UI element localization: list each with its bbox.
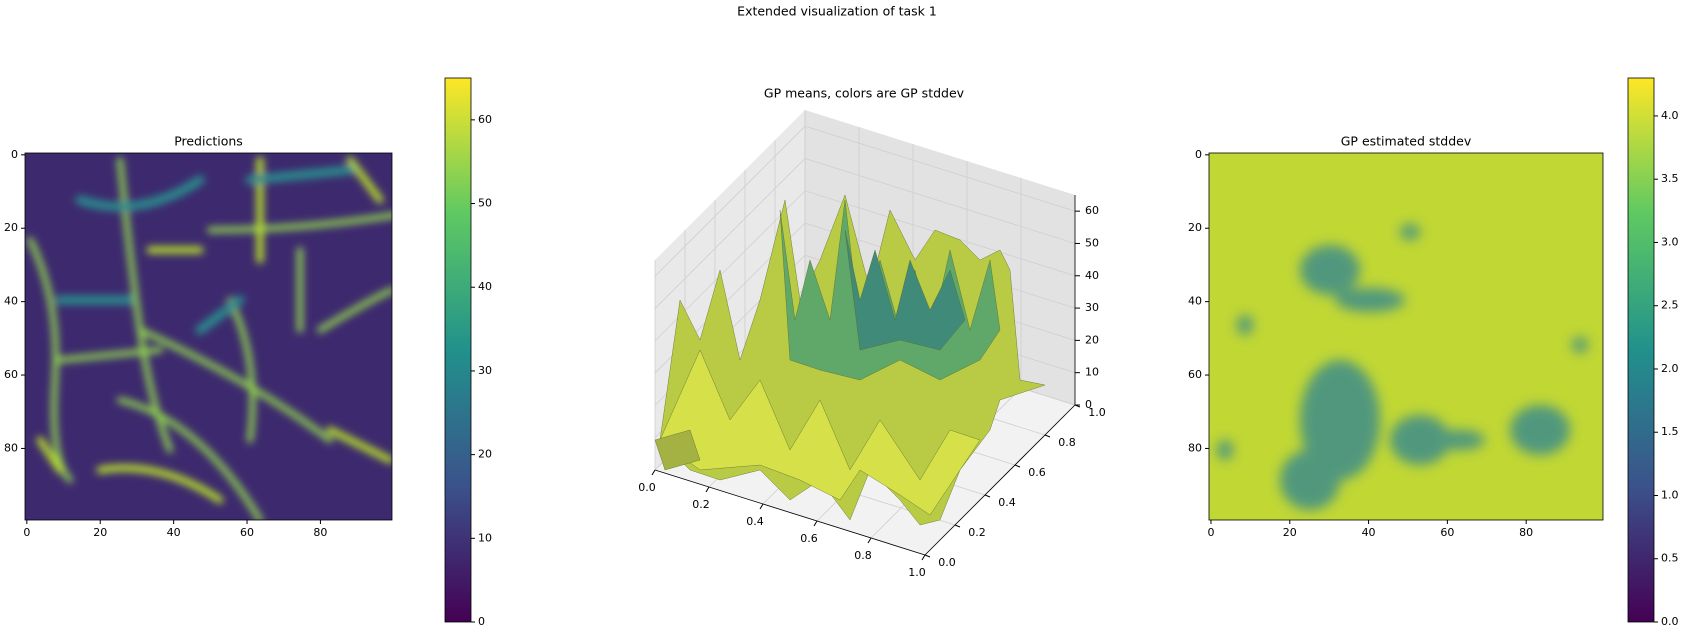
y-tick-label: 20 <box>1188 221 1202 234</box>
y-tick-label: 20 <box>4 221 18 234</box>
z-tick-label: 60 <box>1085 204 1099 217</box>
axis-line <box>924 404 1076 556</box>
x-tick <box>705 486 710 493</box>
colorbar-tick-label: 60 <box>478 113 492 126</box>
axes-title: GP means, colors are GP stddev <box>764 86 965 101</box>
axes-frame <box>1208 152 1604 521</box>
x-tick-label: 60 <box>1440 526 1454 539</box>
x-tick-label: 0.6 <box>800 532 818 545</box>
y-tick-label: 40 <box>1188 295 1202 308</box>
y-tick-label: 80 <box>4 441 18 454</box>
axis-line <box>654 469 926 556</box>
y-tick-label: 1.0 <box>1088 406 1106 419</box>
colorbar-tick-label: 3.0 <box>1661 235 1679 248</box>
y-tick <box>924 554 931 558</box>
y-tick-label: 0.6 <box>1028 466 1046 479</box>
y-tick-label: 0.8 <box>1058 436 1076 449</box>
y-tick-label: 0 <box>11 148 18 161</box>
z-tick-label: 0 <box>1085 398 1092 411</box>
y-tick <box>1044 434 1051 438</box>
heatmap-image <box>1209 153 1603 520</box>
x-tick-label: 0.4 <box>746 515 764 528</box>
colorbar-tick-label: 1.5 <box>1661 425 1679 438</box>
z-tick-label: 30 <box>1085 301 1099 314</box>
grid-line <box>654 158 1076 309</box>
colorbar-tick-label: 0.0 <box>1661 615 1679 628</box>
x-tick-label: 0.0 <box>638 481 656 494</box>
y-tick-label: 60 <box>4 368 18 381</box>
colorbar-tick-label: 20 <box>478 448 492 461</box>
x-tick <box>651 469 656 476</box>
colorbar-tick-label: 1.0 <box>1661 488 1679 501</box>
colorbar-tick-label: 4.0 <box>1661 109 1679 122</box>
colorbar-tick-label: 40 <box>478 280 492 293</box>
axes-title: Predictions <box>174 134 243 149</box>
z-tick-label: 10 <box>1085 366 1099 379</box>
axes-frame <box>24 152 393 521</box>
x-tick-label: 60 <box>240 526 254 539</box>
grid-line <box>654 190 1076 342</box>
grid-line <box>654 125 1076 277</box>
x-tick <box>813 520 818 527</box>
x-tick <box>867 537 872 544</box>
colorbar-tick-label: 0.5 <box>1661 552 1679 565</box>
z-tick-label: 40 <box>1085 269 1099 282</box>
y-tick-label: 0 <box>1195 148 1202 161</box>
x-tick-label: 80 <box>1519 526 1533 539</box>
x-tick-label: 20 <box>1283 526 1297 539</box>
x-tick-label: 0.8 <box>854 549 872 562</box>
y-tick-label: 0.0 <box>938 556 956 569</box>
x-tick-label: 0 <box>23 526 30 539</box>
colorbar <box>444 77 472 623</box>
y-tick <box>984 494 991 498</box>
x-tick-label: 40 <box>167 526 181 539</box>
y-tick <box>954 524 961 528</box>
colorbar-tick-label: 0 <box>478 615 485 628</box>
x-tick-label: 0.2 <box>692 498 710 511</box>
y-tick-label: 0.2 <box>968 526 986 539</box>
y-tick <box>1014 464 1021 468</box>
colorbar-tick-label: 50 <box>478 197 492 210</box>
heatmap-image <box>25 153 392 520</box>
figure-title: Extended visualization of task 1 <box>737 4 937 19</box>
y-tick-label: 60 <box>1188 368 1202 381</box>
x-tick-label: 80 <box>313 526 327 539</box>
x-tick-label: 0 <box>1207 526 1214 539</box>
x-tick-label: 40 <box>1362 526 1376 539</box>
y-tick-label: 80 <box>1188 441 1202 454</box>
colorbar-tick-label: 10 <box>478 531 492 544</box>
colorbar-tick-label: 3.5 <box>1661 172 1679 185</box>
y-tick-label: 40 <box>4 295 18 308</box>
axes-title: GP estimated stddev <box>1341 134 1472 149</box>
z-tick-label: 20 <box>1085 333 1099 346</box>
y-tick-label: 0.4 <box>998 496 1016 509</box>
colorbar-tick-label: 2.5 <box>1661 299 1679 312</box>
x-tick-label: 1.0 <box>908 566 926 579</box>
z-tick-label: 50 <box>1085 236 1099 249</box>
colorbar <box>1627 77 1655 623</box>
colorbar-tick-label: 2.0 <box>1661 362 1679 375</box>
x-tick <box>921 554 926 561</box>
surface <box>654 194 1046 526</box>
colorbar-tick-label: 30 <box>478 364 492 377</box>
x-tick-label: 20 <box>93 526 107 539</box>
x-tick <box>759 503 764 510</box>
